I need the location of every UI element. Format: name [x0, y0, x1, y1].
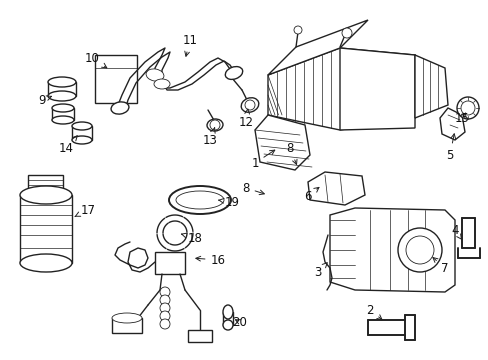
- Circle shape: [244, 100, 254, 110]
- Circle shape: [460, 101, 474, 115]
- Ellipse shape: [52, 116, 74, 124]
- Text: 17: 17: [75, 203, 95, 216]
- Ellipse shape: [176, 191, 224, 209]
- Text: 8: 8: [242, 181, 264, 195]
- Polygon shape: [439, 108, 464, 140]
- Ellipse shape: [169, 186, 230, 214]
- Ellipse shape: [48, 77, 76, 87]
- Circle shape: [405, 236, 433, 264]
- Text: 20: 20: [232, 315, 247, 328]
- Text: 10: 10: [84, 51, 106, 68]
- Text: 8: 8: [286, 141, 296, 165]
- Bar: [20, 195, 72, 263]
- Bar: [187, 330, 212, 342]
- Ellipse shape: [154, 79, 170, 89]
- Polygon shape: [254, 115, 309, 170]
- Circle shape: [341, 28, 351, 38]
- Polygon shape: [329, 208, 454, 292]
- Text: 12: 12: [238, 109, 253, 129]
- Polygon shape: [414, 55, 447, 118]
- Ellipse shape: [20, 254, 72, 272]
- Circle shape: [160, 303, 170, 313]
- Circle shape: [160, 311, 170, 321]
- Text: 13: 13: [202, 128, 217, 147]
- Circle shape: [209, 120, 220, 130]
- Text: 19: 19: [218, 195, 239, 208]
- Ellipse shape: [111, 102, 129, 114]
- Circle shape: [160, 319, 170, 329]
- Text: 3: 3: [314, 263, 326, 279]
- Ellipse shape: [52, 104, 74, 112]
- Text: 15: 15: [454, 112, 468, 125]
- Circle shape: [456, 97, 478, 119]
- Bar: [52, 108, 74, 120]
- Ellipse shape: [48, 91, 76, 101]
- Polygon shape: [267, 20, 367, 75]
- Ellipse shape: [225, 67, 242, 80]
- Polygon shape: [267, 48, 414, 130]
- Circle shape: [293, 26, 302, 34]
- Circle shape: [160, 287, 170, 297]
- Text: 4: 4: [450, 224, 461, 239]
- Text: 1: 1: [251, 150, 274, 170]
- Ellipse shape: [223, 320, 232, 330]
- Ellipse shape: [72, 122, 92, 130]
- Bar: [95, 55, 137, 103]
- Ellipse shape: [72, 136, 92, 144]
- Ellipse shape: [20, 186, 72, 204]
- Ellipse shape: [206, 119, 223, 131]
- Text: 6: 6: [304, 188, 318, 202]
- Bar: [48, 82, 76, 96]
- Text: 7: 7: [432, 257, 448, 274]
- Bar: [155, 252, 184, 274]
- Text: 14: 14: [59, 136, 77, 154]
- Text: 16: 16: [196, 253, 225, 266]
- Text: 18: 18: [181, 231, 202, 244]
- Text: 11: 11: [182, 33, 197, 56]
- Circle shape: [397, 228, 441, 272]
- Bar: [72, 126, 92, 140]
- Ellipse shape: [223, 305, 232, 319]
- Text: 5: 5: [446, 134, 455, 162]
- Ellipse shape: [112, 313, 142, 323]
- Circle shape: [160, 295, 170, 305]
- Polygon shape: [339, 48, 414, 130]
- Bar: [28, 175, 63, 197]
- Bar: [112, 318, 142, 333]
- Ellipse shape: [146, 69, 163, 81]
- Text: 2: 2: [366, 303, 381, 320]
- Ellipse shape: [241, 98, 258, 112]
- Text: 9: 9: [38, 94, 51, 107]
- Polygon shape: [307, 172, 364, 205]
